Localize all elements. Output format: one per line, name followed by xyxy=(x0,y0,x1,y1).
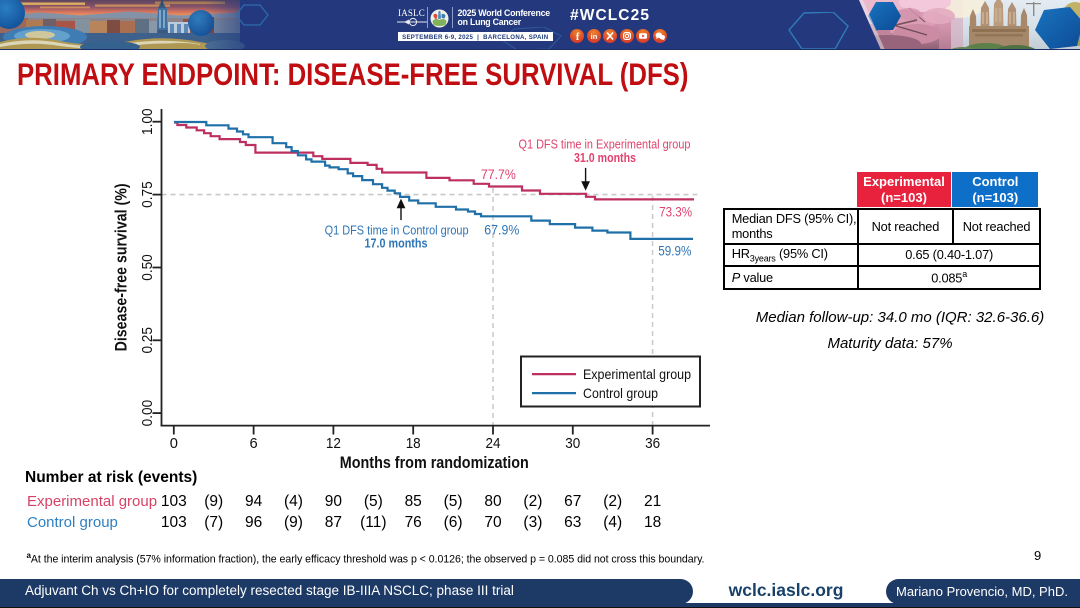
svg-text:0.50: 0.50 xyxy=(140,254,156,281)
svg-text:f: f xyxy=(576,32,580,43)
svg-text:0.25: 0.25 xyxy=(140,327,156,354)
svg-text:6: 6 xyxy=(250,436,258,452)
svg-text:Disease-free survival (%): Disease-free survival (%) xyxy=(113,183,131,351)
svg-text:77.7%: 77.7% xyxy=(481,167,516,182)
svg-text:73.3%: 73.3% xyxy=(659,205,692,220)
svg-text:Control group: Control group xyxy=(583,386,658,401)
svg-text:Experimental group: Experimental group xyxy=(583,367,691,382)
svg-text:0.00: 0.00 xyxy=(140,400,156,427)
svg-text:67.9%: 67.9% xyxy=(484,223,519,238)
svg-text:24: 24 xyxy=(486,436,501,452)
svg-text:12: 12 xyxy=(326,436,341,452)
svg-text:1.00: 1.00 xyxy=(140,108,156,135)
svg-text:31.0 months: 31.0 months xyxy=(574,151,636,165)
svg-text:0: 0 xyxy=(170,436,178,452)
svg-text:17.0 months: 17.0 months xyxy=(365,237,428,251)
svg-text:in: in xyxy=(590,32,597,41)
svg-text:0.75: 0.75 xyxy=(140,181,156,208)
svg-text:59.9%: 59.9% xyxy=(658,243,691,258)
svg-text:30: 30 xyxy=(565,436,580,452)
svg-text:18: 18 xyxy=(406,436,421,452)
svg-text:Months from randomization: Months from randomization xyxy=(340,454,529,472)
svg-text:Q1 DFS time in Control group: Q1 DFS time in Control group xyxy=(325,224,469,238)
svg-text:36: 36 xyxy=(645,436,660,452)
svg-text:Q1 DFS time in Experimental g: Q1 DFS time in Experimental group xyxy=(519,138,691,152)
